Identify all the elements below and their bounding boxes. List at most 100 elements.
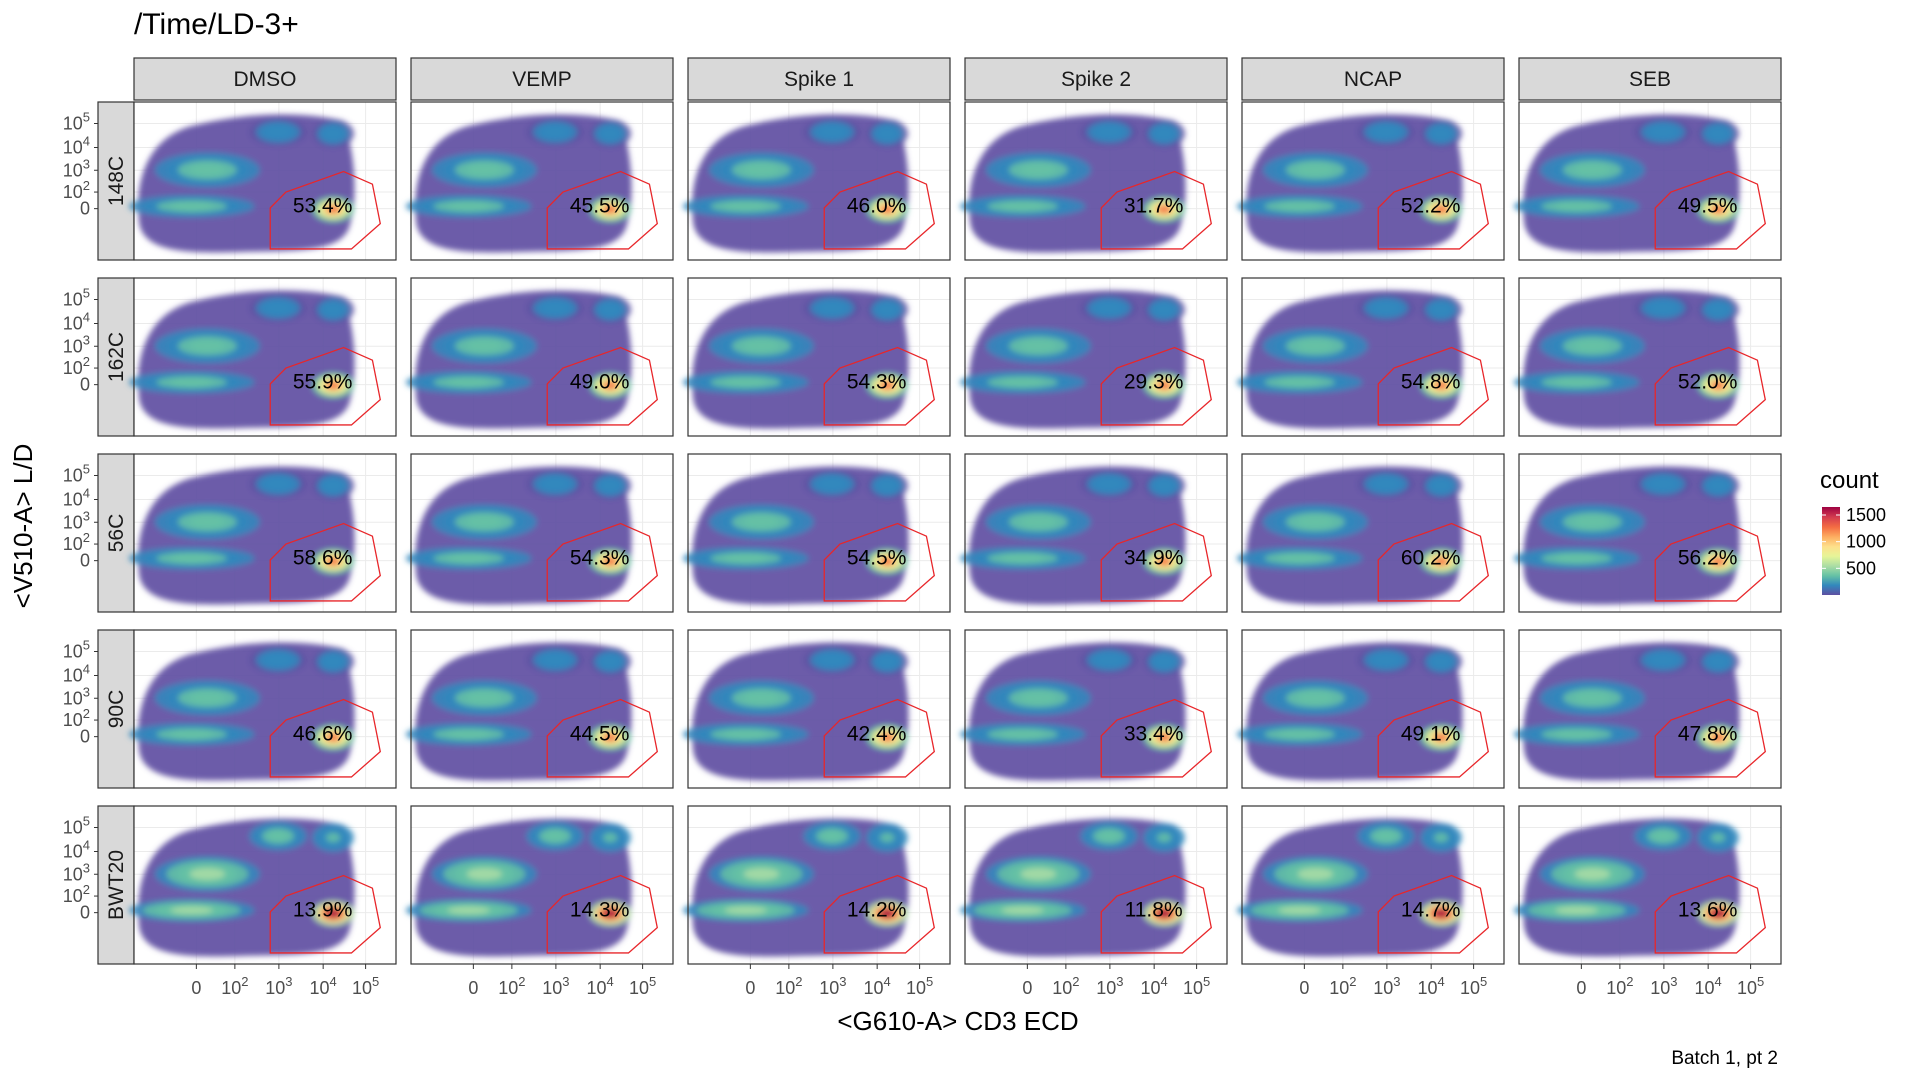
density-cloud [1513, 290, 1740, 429]
y-tick-label: 103 [63, 156, 90, 180]
panel-border [1241, 629, 1505, 789]
legend-ticks: 1500 1000 500 [1822, 505, 1886, 578]
gate-percent-label: 56.2% [1678, 547, 1738, 570]
facet-panel: 52.0% [1513, 277, 1782, 437]
panel-border [1241, 805, 1505, 965]
row-strip-label: 90C [105, 690, 128, 729]
density-cloud [959, 818, 1186, 957]
panel-border [410, 101, 674, 261]
gate-percent-label: 58.6% [293, 547, 353, 570]
row-strip: BWT20 [97, 805, 135, 965]
facet-panel: 34.9% [959, 453, 1228, 613]
facet-panel: 49.5% [1513, 101, 1782, 261]
panel-border [1518, 629, 1782, 789]
density-cloud [682, 114, 909, 253]
gate-polygon [1654, 170, 1766, 250]
gate-percent-label: 60.2% [1401, 547, 1461, 570]
gate-percent-label: 13.9% [293, 899, 353, 922]
x-axis-ticks: 0 102 103 104 105 [1299, 964, 1487, 998]
panel-border [964, 277, 1228, 437]
gate-percent-label: 52.2% [1401, 195, 1461, 218]
row-strip: 162C [97, 277, 135, 437]
gate-percent-label: 49.0% [570, 371, 630, 394]
row-strip-label: 162C [105, 332, 128, 382]
row-strip-label: 148C [105, 156, 128, 206]
x-axis-ticks: 0 102 103 104 105 [468, 964, 656, 998]
gate-percent-label: 55.9% [293, 371, 353, 394]
gate-polygon [1654, 346, 1766, 426]
y-tick-label: 105 [63, 285, 90, 309]
density-cloud [1236, 466, 1463, 605]
x-tick-label: 103 [819, 974, 846, 998]
panel-border [687, 805, 951, 965]
legend-colorbar [1822, 507, 1840, 595]
column-strip-label: NCAP [1344, 68, 1402, 91]
facet-panel: 47.8% [1513, 629, 1782, 789]
gate-polygon [1377, 874, 1489, 954]
facet-panel: 46.0% [682, 101, 951, 261]
panel-border [1241, 277, 1505, 437]
gate-polygon [269, 698, 381, 778]
row-strip-bg [97, 101, 135, 261]
y-tick-label: 103 [63, 860, 90, 884]
x-tick-label: 102 [1606, 974, 1633, 998]
gate-polygon [823, 346, 935, 426]
panel-border [964, 101, 1228, 261]
row-strip-label: BWT20 [105, 850, 128, 920]
x-tick-label: 0 [1576, 978, 1586, 998]
column-strip: Spike 1 [687, 57, 951, 101]
gate-percent-label: 46.6% [293, 723, 353, 746]
gate-polygon [1100, 874, 1212, 954]
row-strip-bg [97, 453, 135, 613]
gate-polygon [1100, 522, 1212, 602]
column-strip: NCAP [1241, 57, 1505, 101]
x-tick-label: 102 [1329, 974, 1356, 998]
density-cloud [1513, 114, 1740, 253]
gate-percent-label: 14.7% [1401, 899, 1461, 922]
density-cloud [682, 466, 909, 605]
facet-panel: 54.8% [1236, 277, 1505, 437]
x-tick-label: 103 [1650, 974, 1677, 998]
gate-polygon [546, 170, 658, 250]
y-tick-label: 104 [63, 310, 90, 334]
y-tick-label: 105 [63, 637, 90, 661]
gate-polygon [1100, 698, 1212, 778]
density-cloud [1513, 466, 1740, 605]
facet-panel: 56.2% [1513, 453, 1782, 613]
x-tick-label: 0 [468, 978, 478, 998]
facet-panel: 54.3% [405, 453, 674, 613]
gate-percent-label: 44.5% [570, 723, 630, 746]
gate-percent-label: 14.3% [570, 899, 630, 922]
density-cloud [128, 290, 355, 429]
panel-border [133, 101, 397, 261]
legend-tick-label: 500 [1846, 558, 1876, 578]
row-strip: 90C [97, 629, 135, 789]
x-tick-label: 102 [498, 974, 525, 998]
gate-percent-label: 42.4% [847, 723, 907, 746]
x-tick-label: 0 [745, 978, 755, 998]
facet-panel: 54.3% [682, 277, 951, 437]
panel-border [410, 629, 674, 789]
panel-border [1518, 101, 1782, 261]
density-cloud [1513, 642, 1740, 781]
facet-panel: 44.5% [405, 629, 674, 789]
density-cloud [959, 114, 1186, 253]
facet-panel: 13.9% [128, 805, 397, 965]
column-strip-bg [687, 57, 951, 101]
y-tick-label: 0 [80, 375, 90, 395]
density-cloud [959, 290, 1186, 429]
density-cloud [405, 290, 632, 429]
panel-border [964, 629, 1228, 789]
facet-panel: 29.3% [959, 277, 1228, 437]
column-strip: DMSO [133, 57, 397, 101]
panel-border [410, 805, 674, 965]
density-cloud [1236, 114, 1463, 253]
facet-panel: 55.9% [128, 277, 397, 437]
gate-polygon [1654, 522, 1766, 602]
x-axis-ticks: 0 102 103 104 105 [191, 964, 379, 998]
facet-panel: 33.4% [959, 629, 1228, 789]
x-axis-ticks: 0 102 103 104 105 [1022, 964, 1210, 998]
y-tick-label: 0 [80, 903, 90, 923]
gate-polygon [1377, 346, 1489, 426]
gate-percent-label: 13.6% [1678, 899, 1738, 922]
